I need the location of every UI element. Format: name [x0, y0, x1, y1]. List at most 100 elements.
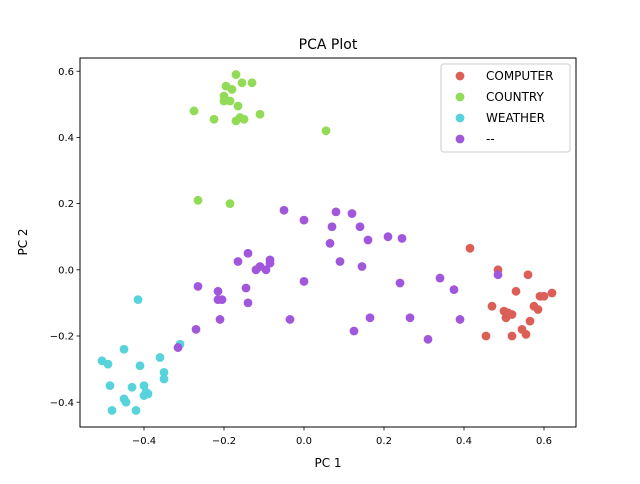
- data-point: [131, 406, 141, 415]
- data-point: [209, 114, 219, 124]
- plot-frame: [79, 57, 577, 428]
- x-axis-ticks: −0.4 −0.2 0.0 0.2 0.4 0.6: [132, 427, 552, 447]
- data-point: [465, 243, 475, 253]
- y-axis-ticks: −0.4 −0.2 0.0 0.2 0.4 0.6: [50, 67, 80, 409]
- data-point: [539, 291, 549, 301]
- legend-frame: [440, 63, 571, 153]
- data-point: [493, 270, 503, 280]
- data-point: [225, 199, 235, 209]
- legend-label: WEATHER: [486, 111, 545, 125]
- chart-title: PCA Plot: [299, 37, 358, 53]
- y-tick-label: 0.4: [58, 133, 74, 144]
- data-point: [103, 359, 113, 369]
- x-tick-label: 0.4: [456, 436, 472, 447]
- data-point: [349, 326, 359, 336]
- data-point: [155, 353, 165, 362]
- chart-legend: COMPUTER COUNTRY WEATHER --: [440, 63, 571, 153]
- y-axis-label: PC 2: [16, 228, 30, 255]
- data-point: [139, 391, 149, 400]
- data-point: [127, 382, 137, 392]
- data-point: [121, 397, 131, 407]
- data-point: [265, 258, 275, 268]
- legend-marker: [455, 113, 465, 123]
- legend-marker: [455, 134, 465, 144]
- data-point: [423, 334, 433, 344]
- data-point: [233, 257, 243, 266]
- data-point: [357, 262, 367, 271]
- data-point: [261, 265, 271, 275]
- legend-marker: [455, 71, 465, 81]
- x-tick-label: 0.2: [376, 436, 392, 447]
- y-tick-label: 0.6: [58, 67, 74, 78]
- x-tick-label: 0.6: [536, 436, 552, 447]
- data-point: [119, 344, 129, 354]
- y-tick-label: 0.2: [58, 199, 74, 210]
- data-point: [279, 205, 289, 215]
- data-point: [397, 233, 407, 243]
- data-point: [255, 109, 265, 119]
- data-point: [455, 315, 465, 324]
- data-point: [405, 313, 415, 323]
- data-point: [231, 116, 241, 126]
- x-tick-label: −0.4: [132, 436, 156, 447]
- legend-label: COUNTRY: [486, 90, 544, 104]
- data-point: [173, 343, 183, 352]
- data-point: [139, 381, 149, 391]
- data-point: [243, 248, 253, 258]
- data-point: [347, 209, 357, 218]
- data-point: [105, 381, 115, 391]
- data-point: [299, 276, 309, 286]
- data-point: [191, 324, 201, 334]
- data-point: [525, 316, 535, 326]
- data-point: [521, 329, 531, 339]
- data-point: [239, 114, 249, 124]
- data-point: [237, 78, 247, 88]
- data-point: [299, 215, 309, 225]
- points-layer: [97, 70, 557, 415]
- data-point: [251, 265, 261, 275]
- x-tick-label: 0.0: [296, 436, 312, 447]
- legend-marker: [455, 92, 465, 102]
- data-point: [213, 286, 223, 296]
- data-point: [507, 331, 517, 341]
- x-axis-label: PC 1: [314, 456, 341, 470]
- data-point: [325, 238, 335, 248]
- data-point: [395, 278, 405, 288]
- y-tick-label: 0.0: [58, 265, 74, 276]
- data-point: [159, 374, 169, 384]
- data-point: [133, 295, 143, 304]
- data-point: [523, 270, 533, 280]
- data-point: [189, 106, 199, 116]
- data-point: [511, 286, 521, 296]
- y-tick-label: −0.2: [50, 332, 74, 343]
- data-point: [217, 295, 227, 304]
- data-point: [159, 367, 169, 377]
- y-tick-label: −0.4: [50, 398, 74, 409]
- data-point: [547, 288, 557, 298]
- data-point: [227, 85, 237, 94]
- data-point: [241, 283, 251, 293]
- data-point: [327, 222, 337, 232]
- data-point: [243, 298, 253, 308]
- data-point: [331, 207, 341, 217]
- data-point: [247, 78, 257, 88]
- data-point: [355, 222, 365, 232]
- data-point: [107, 406, 117, 415]
- legend-label: COMPUTER: [486, 69, 553, 83]
- data-point: [193, 195, 203, 205]
- legend-label: --: [486, 132, 495, 146]
- data-point: [215, 315, 225, 324]
- data-point: [449, 285, 459, 295]
- data-point: [503, 308, 513, 318]
- data-point: [481, 331, 491, 341]
- data-point: [225, 96, 235, 106]
- data-point: [363, 235, 373, 245]
- data-point: [135, 361, 145, 371]
- data-point: [435, 273, 445, 283]
- data-point: [193, 281, 203, 291]
- data-point: [233, 101, 243, 111]
- data-point: [285, 315, 295, 324]
- data-point: [533, 305, 543, 314]
